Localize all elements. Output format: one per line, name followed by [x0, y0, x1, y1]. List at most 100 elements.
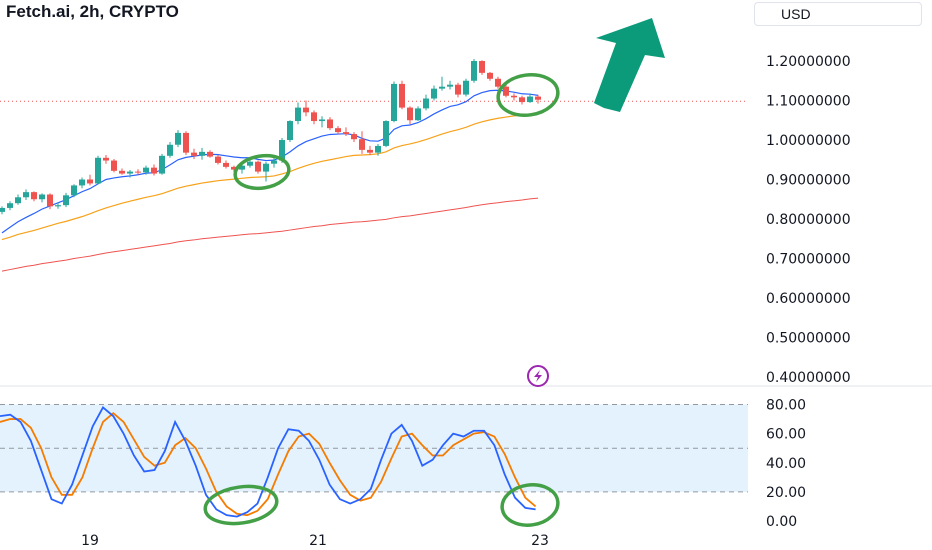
candle-body	[23, 192, 29, 198]
candle	[167, 141, 173, 158]
candle-body	[415, 108, 421, 121]
candle	[527, 93, 533, 103]
candle-body	[15, 197, 21, 204]
currency-selector[interactable]: USD	[754, 2, 922, 26]
candle	[0, 206, 5, 215]
candle	[367, 145, 373, 156]
price-axis-label: 1.00000000	[766, 133, 851, 149]
candle-body	[479, 61, 485, 73]
price-axis-label: 0.40000000	[766, 370, 851, 386]
candle	[447, 80, 453, 90]
candle	[391, 81, 397, 123]
candle	[359, 131, 365, 154]
candle-body	[503, 86, 509, 96]
candle-body	[175, 132, 181, 145]
candle-body	[335, 128, 341, 133]
candle-body	[63, 195, 69, 206]
candle	[55, 202, 61, 209]
price-axis-label: 1.20000000	[766, 54, 851, 70]
candle	[151, 164, 157, 176]
candle	[303, 100, 309, 117]
candle-body	[231, 166, 237, 170]
candle	[15, 194, 21, 205]
candle	[327, 117, 333, 131]
candle-body	[495, 78, 501, 87]
candle	[119, 168, 125, 175]
candle	[127, 170, 133, 178]
candle	[199, 147, 205, 160]
candle-body	[199, 151, 205, 156]
candle	[439, 76, 445, 91]
price-axis-label: 0.90000000	[766, 173, 851, 189]
candle	[247, 159, 253, 168]
candle	[383, 120, 389, 148]
candle-body	[31, 192, 37, 200]
candle-body	[359, 139, 365, 150]
time-axis-label: 21	[309, 533, 327, 549]
price-axis-label: 0.80000000	[766, 212, 851, 228]
candle-body	[463, 80, 469, 95]
candle	[71, 184, 77, 198]
candle	[343, 127, 349, 137]
oscillator-axis-label: 60.00	[766, 427, 806, 443]
candle-body	[263, 163, 269, 172]
candle-body	[207, 151, 213, 157]
candle-body	[287, 121, 293, 140]
candle-body	[119, 170, 125, 174]
candle	[295, 102, 301, 125]
candle-body	[319, 119, 325, 122]
candle	[287, 120, 293, 142]
oscillator-axis-label: 0.00	[766, 514, 797, 530]
candle	[39, 193, 45, 203]
price-axis-label: 0.60000000	[766, 291, 851, 307]
candle	[455, 82, 461, 98]
candle	[111, 158, 117, 173]
candle-body	[111, 160, 117, 171]
candle	[263, 161, 269, 182]
moving-average-mid	[1, 112, 539, 241]
candle-body	[367, 149, 373, 153]
candle-body	[159, 155, 165, 174]
price-axis-label: 0.70000000	[766, 252, 851, 268]
candle-body	[351, 134, 357, 140]
candle	[399, 80, 405, 110]
annotation-circle-mid	[233, 153, 291, 191]
candle-body	[215, 156, 221, 163]
candle-body	[167, 144, 173, 156]
candle-body	[95, 157, 101, 184]
candle-body	[255, 161, 261, 172]
candle	[255, 160, 261, 174]
candle	[87, 174, 93, 186]
candle-body	[471, 61, 477, 81]
candle	[31, 191, 37, 202]
candle-body	[87, 179, 93, 184]
candle	[535, 94, 541, 104]
candle	[159, 153, 165, 175]
candle-body	[7, 203, 13, 208]
candle	[415, 106, 421, 122]
candle-body	[143, 167, 149, 173]
oscillator-axis-label: 80.00	[766, 398, 806, 414]
candle-body	[39, 194, 45, 200]
oscillator-axis-label: 20.00	[766, 485, 806, 501]
candle-body	[391, 83, 397, 122]
candle-body	[327, 119, 333, 129]
candle-body	[239, 165, 245, 170]
candle-body	[311, 112, 317, 122]
price-axis-label: 0.50000000	[766, 331, 851, 347]
time-axis-label: 23	[531, 533, 549, 549]
candle	[143, 165, 149, 175]
candle-body	[423, 98, 429, 109]
candle-body	[487, 72, 493, 79]
oscillator-axis-label: 40.00	[766, 456, 806, 472]
candle	[95, 155, 101, 185]
candle-body	[223, 162, 229, 167]
candle-body	[447, 84, 453, 87]
candle-body	[71, 185, 77, 196]
candle-body	[47, 194, 53, 207]
candle-body	[383, 121, 389, 146]
candle-body	[535, 96, 541, 100]
candle	[183, 131, 189, 156]
candle-body	[343, 132, 349, 135]
